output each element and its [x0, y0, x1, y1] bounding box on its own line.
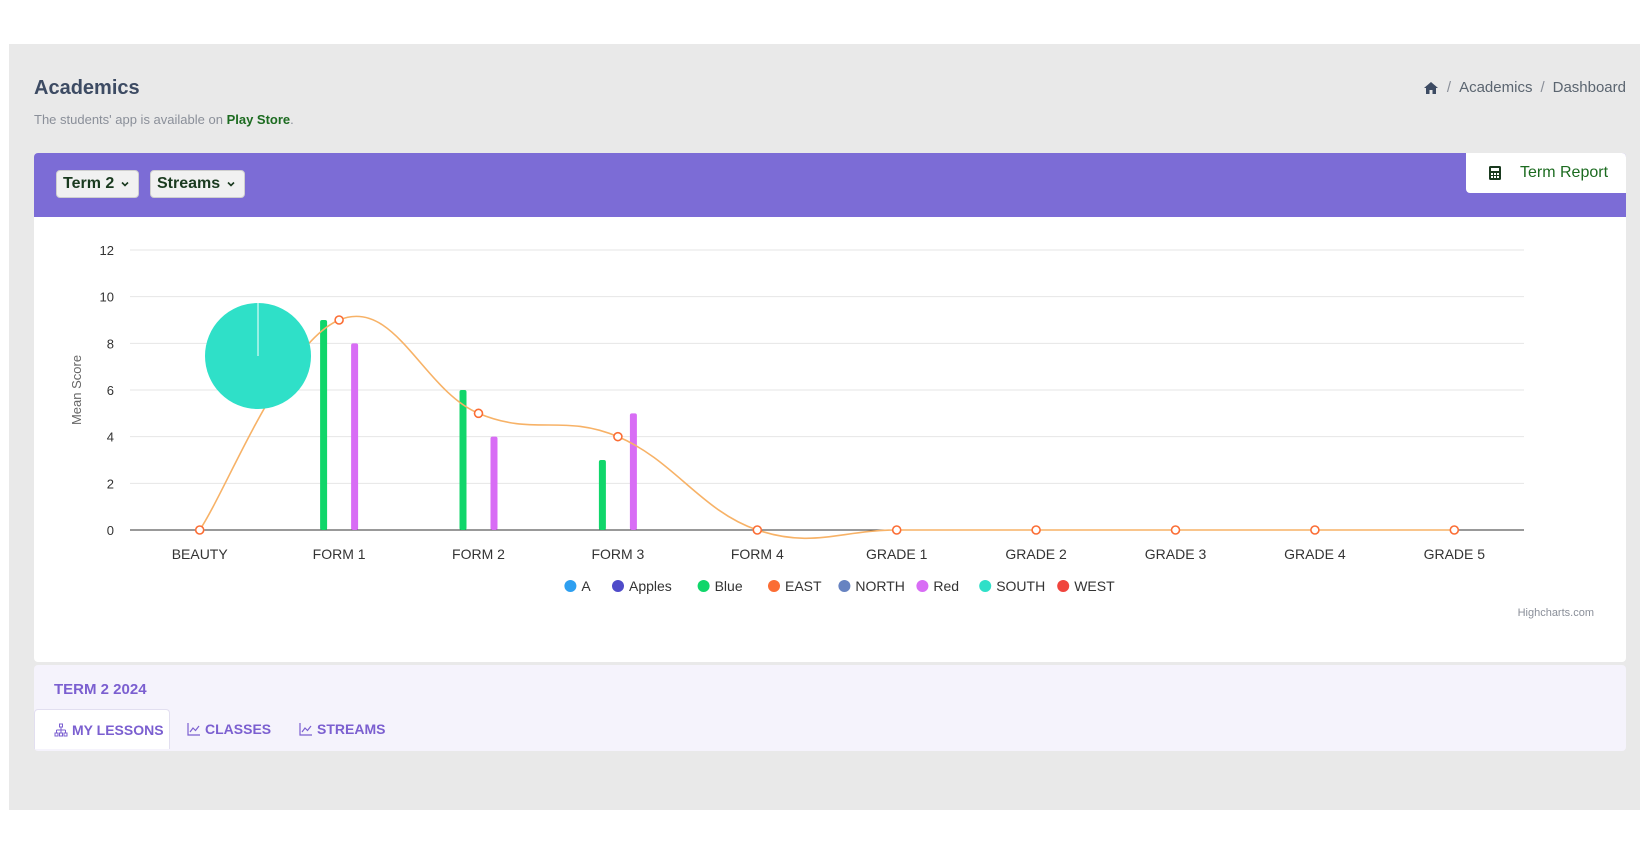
bar-blue [320, 320, 328, 530]
x-tick-label: GRADE 2 [1005, 546, 1067, 562]
y-tick-label: 8 [107, 336, 114, 351]
legend-marker-east [768, 580, 780, 592]
line-chart-icon [187, 723, 200, 736]
x-tick-label: GRADE 1 [866, 546, 928, 562]
y-tick-label: 2 [107, 476, 114, 491]
x-tick-label: GRADE 5 [1424, 546, 1486, 562]
term-report-button[interactable]: Term Report [1466, 153, 1626, 193]
spline-line [199, 315, 1455, 540]
subtitle-text: The students' app is available on [34, 112, 227, 127]
y-tick-label: 12 [100, 243, 114, 258]
sitemap-icon [54, 723, 68, 736]
spline-point [1310, 525, 1320, 535]
legend-marker-west [1057, 580, 1070, 592]
breadcrumb-separator: / [1446, 79, 1452, 96]
tab-label: STREAMS [317, 721, 386, 737]
legend-marker-red [916, 580, 929, 592]
legend-marker-a [564, 580, 577, 592]
tab-classes[interactable]: CLASSES [187, 709, 297, 749]
breadcrumb-academics[interactable]: Academics [1459, 79, 1533, 96]
spline-point [891, 525, 902, 535]
page-subtitle: The students' app is available on Play S… [34, 112, 294, 127]
subtitle-suffix: . [290, 112, 294, 127]
legend-item-north[interactable]: NORTH [855, 578, 905, 594]
term-report-label: Term Report [1520, 164, 1609, 181]
spline-point [473, 408, 484, 419]
line-chart-icon [299, 723, 312, 736]
x-tick-label: FORM 3 [591, 546, 644, 562]
chevron-down-icon [121, 181, 129, 187]
breadcrumb: / Academics / Dashboard [1423, 79, 1626, 96]
tab-label: CLASSES [205, 721, 272, 737]
breadcrumb-separator: / [1540, 79, 1545, 96]
chart-card-header: Term 2 Streams Term Report [34, 153, 1626, 217]
bar-red [629, 413, 637, 530]
y-tick-label: 6 [107, 383, 114, 398]
spline-point [752, 525, 763, 535]
breadcrumb-dashboard: Dashboard [1552, 79, 1626, 96]
legend-marker-south [979, 580, 992, 592]
spline-point [334, 315, 344, 325]
term-heading: TERM 2 2024 [54, 681, 147, 698]
term-select-value: Term 2 [63, 175, 115, 192]
tab-label: MY LESSONS [72, 721, 164, 738]
spline-point [194, 525, 205, 535]
y-tick-label: 0 [107, 523, 114, 538]
legend-item-east[interactable]: EAST [785, 578, 822, 594]
legend-marker-blue [697, 580, 710, 592]
page-background: Academics The students' app is available… [9, 44, 1640, 810]
spline-point [1170, 525, 1181, 535]
chart-credits[interactable]: Highcharts.com [1517, 607, 1594, 619]
term-select[interactable]: Term 2 [56, 170, 140, 198]
group-select-value: Streams [157, 175, 221, 192]
bar-red [351, 343, 359, 530]
legend-item-red[interactable]: Red [933, 578, 959, 594]
spline-point [1031, 525, 1041, 535]
legend-item-west[interactable]: WEST [1074, 578, 1115, 594]
term-section: TERM 2 2024 MY LESSONS CLASSES STREAMS [34, 665, 1626, 751]
tab-my-lessons[interactable]: MY LESSONS [34, 709, 170, 749]
x-tick-label: GRADE 4 [1284, 546, 1346, 562]
bar-blue [459, 390, 467, 530]
x-tick-label: GRADE 3 [1145, 546, 1207, 562]
legend-item-south[interactable]: SOUTH [996, 578, 1045, 594]
tab-streams[interactable]: STREAMS [299, 709, 409, 749]
x-tick-label: BEAUTY [172, 546, 229, 562]
home-icon[interactable] [1423, 81, 1439, 95]
spline-point [1449, 525, 1460, 535]
legend-item-blue[interactable]: Blue [715, 578, 743, 594]
mean-score-chart: 0 2 4 6 8 10 12 Mean Score BEAUTY FORM 1 FORM 2 FOR… [69, 243, 1524, 594]
spline-point [613, 431, 623, 442]
legend-item-apples[interactable]: Apples [629, 578, 672, 594]
legend-marker-apples [612, 580, 624, 592]
x-tick-label: FORM 4 [731, 546, 784, 562]
chart-card: Term 2 Streams Term Report 0 2 4 6 8 10 12 Mean… [34, 153, 1626, 662]
play-store-link[interactable]: Play Store [226, 112, 291, 127]
chevron-down-icon [227, 181, 235, 187]
y-tick-label: 10 [100, 290, 114, 305]
bar-red [490, 436, 498, 530]
y-axis-title: Mean Score [69, 355, 84, 425]
x-tick-label: FORM 2 [452, 546, 505, 562]
group-select[interactable]: Streams [150, 170, 246, 198]
y-tick-label: 4 [107, 430, 114, 445]
legend-marker-north [838, 580, 851, 592]
legend-item-a[interactable]: A [581, 578, 591, 594]
x-tick-label: FORM 1 [313, 546, 366, 562]
bar-blue [598, 460, 606, 530]
spreadsheet-icon [1489, 166, 1501, 180]
page-title: Academics [34, 77, 140, 99]
